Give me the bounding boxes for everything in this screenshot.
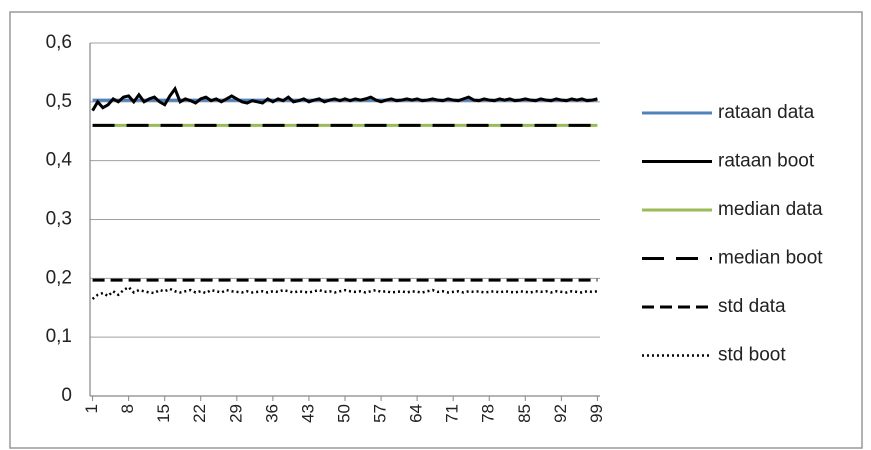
y-tick-label: 0,4 <box>46 150 73 171</box>
x-tick-label: 92 <box>551 404 570 423</box>
x-tick-label: 43 <box>298 404 317 423</box>
x-tick-label: 57 <box>371 404 390 423</box>
x-tick-label: 1 <box>82 404 101 413</box>
x-tick-label: 71 <box>443 404 462 423</box>
legend-label: rataan boot <box>718 151 815 172</box>
x-tick-label: 64 <box>407 404 426 423</box>
y-tick-label: 0,1 <box>46 326 72 347</box>
x-tick-label: 36 <box>262 404 281 423</box>
y-tick-label: 0,3 <box>46 209 72 230</box>
x-tick-label: 22 <box>190 404 209 423</box>
x-tick-label: 78 <box>479 404 498 423</box>
series-line <box>91 285 598 300</box>
x-tick-label: 50 <box>334 404 353 423</box>
legend-label: std data <box>718 296 786 317</box>
x-tick-label: 99 <box>587 404 606 423</box>
x-tick-label: 85 <box>515 404 534 423</box>
y-tick-label: 0,5 <box>46 91 72 112</box>
legend-label: median boot <box>718 248 823 269</box>
x-tick-label: 29 <box>226 404 245 423</box>
y-tick-label: 0,6 <box>46 32 72 53</box>
x-tick-label: 8 <box>118 404 137 413</box>
chart-frame <box>9 11 863 449</box>
legend-label: median data <box>718 199 823 220</box>
series-line <box>91 85 598 112</box>
legend-label: rataan data <box>718 102 815 123</box>
legend-label: std boot <box>718 345 786 366</box>
x-tick-label: 15 <box>154 404 173 423</box>
y-tick-label: 0 <box>61 385 72 406</box>
y-tick-label: 0,2 <box>46 267 72 288</box>
